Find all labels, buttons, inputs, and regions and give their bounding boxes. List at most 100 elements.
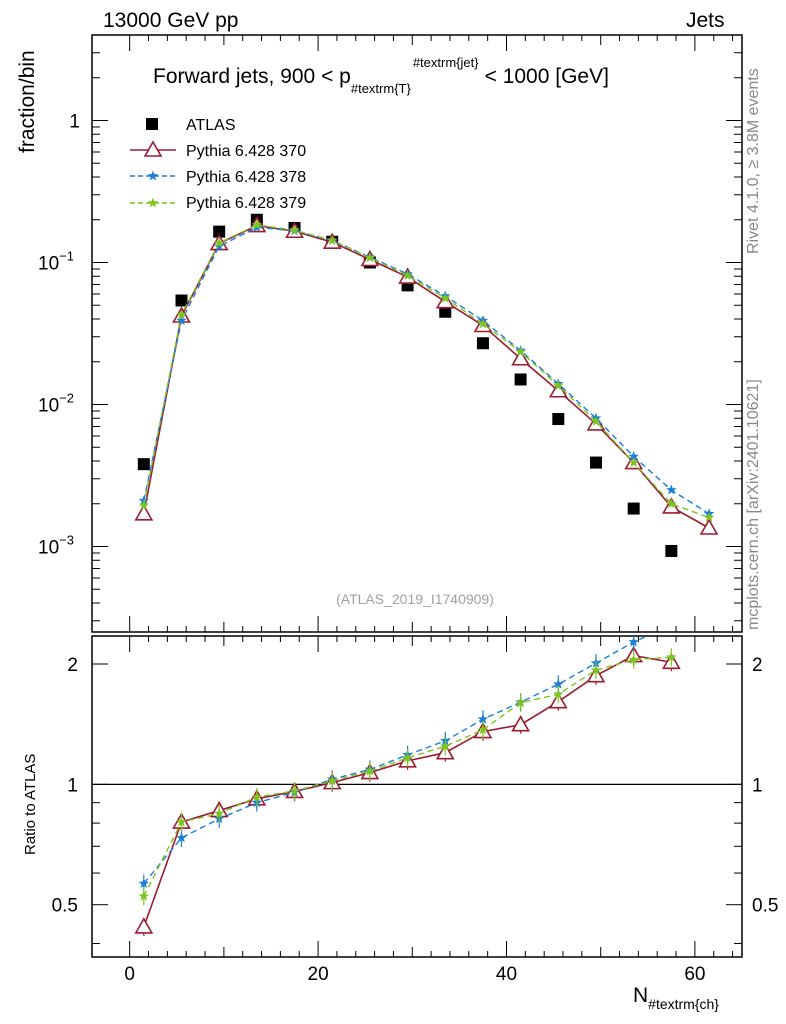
ratio-y-tick-label-right: 0.5	[752, 896, 778, 917]
ratio-y-tick-label-right: 1	[752, 775, 763, 796]
ratio-y-tick-label-right: 2	[752, 655, 763, 676]
ratio-series-line-2	[143, 656, 672, 897]
ratio-point-s2	[251, 791, 263, 802]
title-superscript: #textrm{jet}	[413, 55, 479, 70]
ratio-y-tick-label: 1	[67, 775, 78, 796]
ratio-point-s2	[213, 808, 225, 819]
title-prefix: Forward jets, 900 < p	[153, 65, 351, 88]
main-point-s0	[665, 544, 678, 557]
x-axis-label-base: N	[633, 984, 648, 1007]
ratio-point-s2	[477, 724, 489, 735]
x-tick-label: 0	[124, 964, 135, 985]
ratio-series	[134, 620, 681, 936]
main-point-s0	[627, 502, 640, 515]
legend-marker-atlas	[146, 118, 158, 130]
main-series-line-1	[143, 224, 710, 529]
x-tick-label: 40	[496, 964, 517, 985]
legend-marker-378	[147, 170, 159, 181]
main-point-s3	[628, 457, 639, 468]
main-point-s3	[176, 309, 187, 319]
legend-label-378: Pythia 6.428 378	[186, 169, 306, 186]
energy-label: 13000 GeV pp	[103, 9, 239, 32]
ratio-point-s0	[511, 715, 531, 732]
main-point-s0	[213, 225, 226, 238]
legend-label-atlas: ATLAS	[186, 117, 236, 134]
main-point-s3	[515, 346, 526, 357]
main-point-s1	[699, 518, 719, 535]
ratio-point-s2	[553, 688, 564, 699]
legend-label-370: Pythia 6.428 370	[186, 143, 306, 160]
ratio-point-s2	[590, 664, 602, 675]
main-point-s3	[213, 237, 225, 248]
main-point-s0	[476, 337, 489, 350]
ratio-point-s1	[477, 713, 489, 724]
main-point-s3	[364, 252, 376, 263]
ratio-y-tick-label: 2	[67, 655, 78, 676]
main-point-s2	[628, 451, 639, 461]
main-series-line-2	[143, 226, 710, 515]
main-point-s3	[666, 498, 677, 509]
main-point-s3	[326, 234, 338, 245]
ratio-point-s2	[326, 775, 338, 786]
ratio-point-s2	[364, 765, 376, 776]
main-point-s3	[402, 269, 413, 280]
main-point-s3	[138, 499, 150, 510]
main-point-s0	[175, 294, 188, 307]
rivet-version-label: Rivet 4.1.0, ≥ 3.8M events	[745, 68, 762, 254]
legend-star-378-shape	[147, 170, 159, 181]
main-point-s3	[477, 318, 489, 329]
x-axis-label-subscript: #textrm{ch}	[648, 996, 719, 1012]
main-point-s0	[552, 413, 565, 426]
category-label: Jets	[686, 9, 725, 32]
main-point-s0	[589, 456, 602, 469]
ratio-point-s2	[402, 752, 413, 763]
main-point-s0	[514, 373, 527, 386]
main-point-s0	[137, 458, 150, 471]
ratio-point-s2	[176, 816, 187, 827]
ratio-point-s1	[553, 678, 564, 689]
main-y-tick-label: 10−3	[38, 533, 74, 559]
ratio-point-s2	[628, 654, 639, 665]
ratio-panel-frame	[91, 635, 743, 958]
ratio-point-s2	[666, 651, 677, 662]
ratio-point-s1	[176, 832, 187, 843]
ratio-y-tick-label: 0.5	[52, 896, 78, 917]
ratio-point-s2	[138, 890, 150, 901]
ratio-point-s1	[138, 877, 150, 888]
main-series-line-3	[143, 224, 710, 519]
analysis-watermark: (ATLAS_2019_I1740909)	[336, 591, 494, 607]
legend-star-379-shape	[147, 197, 159, 208]
ratio-point-s2	[440, 740, 451, 751]
legend-marker-379	[147, 197, 159, 208]
ratio-series-line-0	[143, 654, 672, 928]
main-point-s2	[176, 315, 187, 326]
legend-label-379: Pythia 6.428 379	[186, 195, 306, 212]
main-point-s3	[289, 224, 300, 235]
ratio-point-s2	[515, 697, 526, 708]
main-series	[134, 213, 719, 557]
main-point-s3	[440, 292, 451, 303]
main-point-s2	[213, 240, 225, 251]
y-axis-label-main: fraction/bin	[16, 50, 39, 153]
main-point-s3	[703, 512, 715, 522]
main-point-s2	[666, 484, 677, 495]
title-subscript: #textrm{T}	[351, 81, 412, 96]
main-point-s3	[590, 415, 602, 426]
main-panel-frame	[91, 34, 743, 633]
ratio-point-s1	[628, 636, 639, 647]
ratio-axes: 0.5 0.51 12 20 20 40 60	[52, 636, 778, 985]
main-y-tick-label: 10−1	[38, 248, 74, 274]
ratio-point-s0	[134, 917, 154, 934]
main-y-tick-label: 1	[69, 111, 80, 132]
main-axes: 10−3 10−2 10−1 1	[38, 34, 742, 632]
main-point-s1	[134, 504, 154, 521]
x-axis-label: N#textrm{ch}	[633, 984, 719, 1012]
main-point-s1	[511, 349, 531, 366]
legend: ATLAS Pythia 6.428 370 Pythia 6.428 378 …	[130, 117, 306, 212]
x-tick-label: 60	[684, 964, 705, 985]
ratio-point-s1	[666, 620, 676, 630]
main-point-s3	[553, 380, 564, 390]
y-axis-label-ratio: Ratio to ATLAS	[22, 753, 39, 855]
plot-title: Forward jets, 900 < p#textrm{T}#textrm{j…	[153, 55, 609, 96]
ratio-point-s2	[289, 785, 300, 796]
